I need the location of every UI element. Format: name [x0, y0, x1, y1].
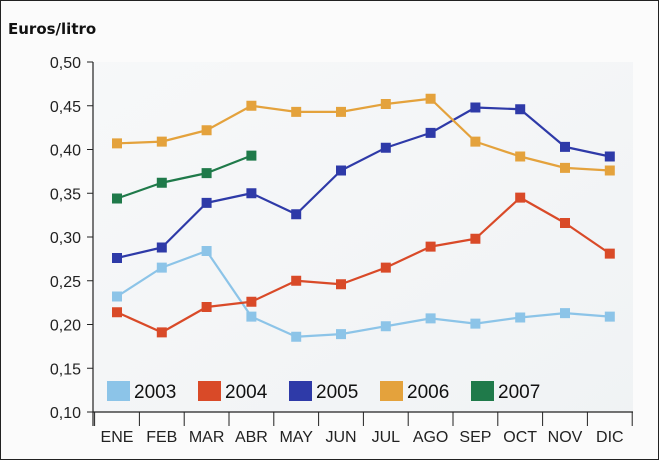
x-tick-label: SEP	[459, 429, 491, 446]
data-point-2003	[336, 329, 346, 340]
data-point-2003	[246, 311, 257, 322]
x-tick-label: NOV	[548, 429, 583, 446]
data-point-2007	[112, 193, 122, 204]
data-point-2006	[201, 125, 212, 136]
x-tick-label: MAY	[279, 429, 313, 446]
legend-swatch-2005	[289, 381, 312, 401]
y-tick-label: 0,25	[50, 274, 81, 291]
y-tick-label: 0,35	[50, 186, 81, 203]
data-point-2006	[246, 100, 257, 111]
legend-label-2004: 2004	[225, 382, 268, 403]
data-point-2003	[604, 311, 615, 322]
data-point-2006	[291, 106, 302, 117]
legend: 2003 2004 2005 2006 2007	[107, 381, 540, 403]
y-tick-label: 0,30	[50, 230, 81, 247]
x-tick-label: ABR	[235, 429, 268, 446]
data-point-2006	[380, 99, 391, 109]
x-tick-label: AGO	[413, 429, 449, 446]
series-line-2003	[116, 249, 610, 338]
data-point-2006	[156, 136, 167, 147]
legend-swatch-2004	[198, 381, 221, 401]
data-point-2005	[291, 209, 302, 220]
data-point-2003	[560, 308, 570, 319]
data-point-2006	[425, 93, 436, 104]
y-tick-label: 0,40	[50, 143, 81, 160]
data-point-2004	[470, 233, 481, 244]
legend-label-2007: 2007	[498, 382, 540, 403]
y-axis-label: Euros/litro	[8, 20, 97, 38]
series-line-2005	[116, 106, 611, 260]
data-point-2003	[380, 321, 391, 332]
x-tick-label: ENE	[101, 429, 134, 446]
data-point-2007	[201, 168, 212, 179]
y-tick-label: 0,50	[50, 55, 81, 72]
x-tick-label: JUL	[372, 429, 401, 446]
data-point-2004	[291, 275, 302, 286]
data-point-2006	[470, 136, 481, 147]
data-point-2004	[560, 218, 570, 228]
y-tick-label: 0,45	[50, 99, 81, 116]
data-point-2004	[112, 307, 122, 318]
data-point-2005	[246, 188, 257, 199]
series-line-2007	[116, 154, 252, 200]
data-point-2005	[604, 151, 615, 162]
legend-swatch-2003	[107, 381, 130, 401]
data-point-2006	[515, 151, 526, 162]
data-point-2003	[156, 262, 167, 273]
data-point-2005	[112, 253, 122, 263]
data-point-2006	[560, 162, 570, 173]
data-point-2003	[515, 312, 526, 323]
data-point-2004	[336, 279, 346, 290]
series-layer	[112, 93, 615, 342]
data-point-2005	[425, 127, 436, 138]
data-point-2005	[515, 104, 526, 115]
data-point-2006	[336, 106, 346, 117]
data-point-2003	[291, 331, 302, 342]
data-point-2004	[246, 296, 257, 307]
legend-label-2003: 2003	[134, 382, 176, 403]
x-tick-label: DIC	[596, 429, 624, 446]
data-point-2003	[470, 318, 481, 329]
data-point-2006	[604, 165, 615, 176]
data-point-2007	[246, 150, 257, 161]
legend-label-2006: 2006	[407, 382, 449, 403]
y-tick-label: 0,10	[50, 405, 81, 422]
data-point-2005	[380, 142, 391, 153]
x-tick-label: JUN	[325, 429, 356, 446]
x-tick-label: MAR	[189, 429, 225, 446]
data-point-2003	[112, 291, 122, 302]
data-point-2003	[425, 313, 436, 324]
data-point-2005	[336, 165, 346, 176]
x-tick-label: FEB	[146, 429, 177, 446]
series-line-2006	[116, 97, 610, 172]
axes: 0,50 0,45 0,40 0,35 0,30 0,25 0,20 0,15 0,10 ENE F…	[50, 55, 633, 446]
data-point-2005	[560, 141, 570, 152]
data-point-2005	[201, 197, 212, 208]
data-point-2004	[515, 192, 526, 203]
y-tick-label: 0,15	[50, 361, 81, 378]
data-point-2004	[425, 241, 436, 252]
legend-swatch-2006	[380, 381, 403, 401]
data-point-2006	[112, 138, 122, 149]
data-point-2004	[380, 262, 391, 273]
legend-label-2005: 2005	[316, 382, 358, 403]
data-point-2005	[470, 102, 481, 113]
series-line-2004	[116, 196, 611, 334]
data-point-2007	[156, 177, 167, 188]
data-point-2004	[604, 248, 615, 259]
plot-background	[93, 62, 633, 412]
data-point-2004	[156, 327, 167, 338]
data-point-2005	[156, 242, 167, 253]
legend-swatch-2007	[471, 381, 494, 401]
data-point-2004	[201, 302, 212, 312]
y-tick-label: 0,20	[50, 318, 81, 335]
data-point-2003	[201, 246, 212, 256]
x-tick-label: OCT	[503, 429, 537, 446]
